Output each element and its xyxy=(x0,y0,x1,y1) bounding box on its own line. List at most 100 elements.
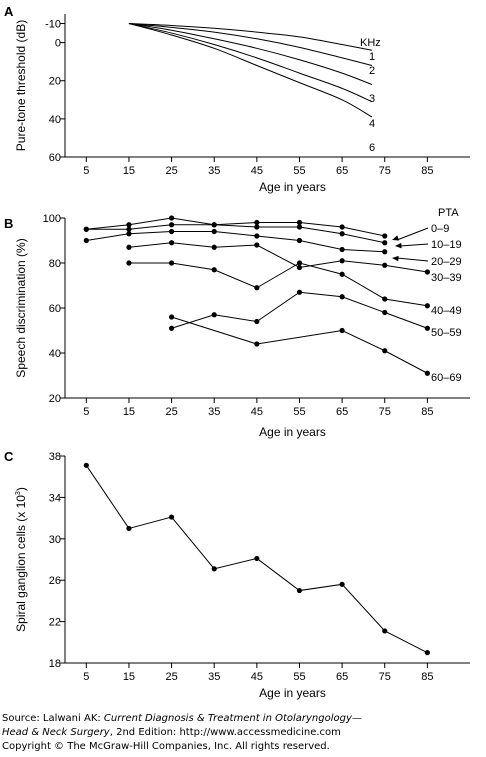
series-line xyxy=(128,23,373,66)
y-tick-label: 38 xyxy=(49,451,61,463)
source-credits: Source: Lalwani AK: Current Diagnosis & … xyxy=(2,712,486,754)
data-point xyxy=(211,222,217,228)
x-tick-label: 25 xyxy=(165,671,177,683)
chart-panel-b: B 5 15 25 35 45 55 65 75 85 20 40 60 80 100 Age in year… xyxy=(4,207,470,439)
x-tick-label: 85 xyxy=(421,671,433,683)
series-line xyxy=(86,217,385,237)
data-point xyxy=(339,224,345,230)
data-point xyxy=(382,348,388,354)
pointer-arrow-head xyxy=(395,242,402,249)
x-tick-label: 45 xyxy=(251,165,263,177)
y-axis-title: Speech discrimination (%) xyxy=(14,238,28,377)
data-point xyxy=(126,226,132,232)
x-tick-label: 5 xyxy=(83,165,89,177)
legend-title: KHz xyxy=(360,37,381,49)
series-line xyxy=(86,224,385,244)
chart-panel-a: A 5 15 25 35 45 55 65 75 85 -10 0 20 40 60 Age in years… xyxy=(4,4,470,194)
data-point xyxy=(168,228,175,235)
pointer-arrow-head xyxy=(392,235,399,241)
y-tick-label: 60 xyxy=(49,303,61,315)
data-point xyxy=(83,237,89,244)
y-tick-label: 40 xyxy=(49,348,61,360)
x-tick-label: 65 xyxy=(336,406,348,418)
data-point xyxy=(126,222,132,228)
x-tick-label: 25 xyxy=(165,406,177,418)
pointer-arrow-head xyxy=(392,255,399,262)
data-point xyxy=(339,258,345,264)
series-label: 30–39 xyxy=(431,272,462,284)
y-tick-label: 100 xyxy=(43,213,61,225)
data-point xyxy=(168,314,175,320)
series-label: 3 xyxy=(369,93,375,105)
data-point xyxy=(339,271,345,277)
y-tick-label: 30 xyxy=(49,534,61,546)
data-point xyxy=(382,628,388,634)
data-point xyxy=(424,370,430,376)
x-tick-label: 55 xyxy=(293,165,305,177)
data-point xyxy=(126,525,132,532)
y-tick-label: -10 xyxy=(45,19,61,31)
data-point xyxy=(296,219,303,226)
data-point xyxy=(254,341,260,347)
series-line xyxy=(128,262,428,307)
series-line xyxy=(171,291,428,329)
y-axis-title-text: Speech discrimination (%) xyxy=(14,238,28,377)
data-point xyxy=(382,309,388,316)
series-label: 10–19 xyxy=(431,239,462,251)
data-point xyxy=(211,267,217,273)
y-tick-label: 18 xyxy=(49,658,61,670)
panel-letter: B xyxy=(4,216,13,231)
data-point xyxy=(382,240,388,246)
y-tick-label: 20 xyxy=(49,76,61,88)
series-label: 0–9 xyxy=(431,223,449,235)
data-point xyxy=(254,233,260,239)
data-point xyxy=(168,215,175,221)
x-tick-label: 55 xyxy=(293,671,305,683)
data-point xyxy=(126,244,132,250)
data-point xyxy=(296,224,303,230)
y-tick-label: 80 xyxy=(49,258,61,270)
x-tick-label: 85 xyxy=(421,406,433,418)
x-tick-label: 45 xyxy=(251,671,263,683)
data-point xyxy=(254,219,260,226)
data-point xyxy=(296,260,303,266)
x-tick-label: 65 xyxy=(336,165,348,177)
series-label: 2 xyxy=(369,65,375,77)
x-axis-title: Age in years xyxy=(259,425,326,439)
data-point xyxy=(382,262,388,268)
x-tick-label: 75 xyxy=(379,671,391,683)
y-axis-title-close: ) xyxy=(14,487,28,491)
x-tick-label: 35 xyxy=(208,406,220,418)
data-point xyxy=(382,249,388,255)
y-axis-title: Pure-tone threshold (dB) xyxy=(14,20,28,151)
x-tick-label: 65 xyxy=(336,671,348,683)
x-tick-label: 85 xyxy=(421,165,433,177)
y-tick-label: 20 xyxy=(49,393,61,405)
data-point xyxy=(211,244,217,250)
data-point xyxy=(254,318,260,325)
x-axis-title: Age in years xyxy=(259,180,326,194)
data-point xyxy=(339,231,345,237)
credit-line-3: Copyright © The McGraw-Hill Companies, I… xyxy=(2,741,330,752)
series-line xyxy=(171,316,428,374)
data-point xyxy=(168,325,175,331)
data-point xyxy=(126,231,132,237)
x-tick-label: 75 xyxy=(379,165,391,177)
x-tick-label: 5 xyxy=(83,406,89,418)
series-label: 6 xyxy=(369,142,375,154)
series-line xyxy=(128,23,373,103)
series-line xyxy=(128,23,373,51)
data-point xyxy=(296,237,303,244)
x-tick-label: 5 xyxy=(83,671,89,683)
data-point xyxy=(382,296,388,302)
data-point xyxy=(424,325,430,331)
pointer-arrow-line xyxy=(399,243,429,247)
y-axis-title-text: Spiral ganglion cells (x 10 xyxy=(14,495,28,632)
x-tick-label: 45 xyxy=(251,406,263,418)
series-label: 40–49 xyxy=(431,305,462,317)
data-point xyxy=(382,233,388,239)
data-point xyxy=(254,285,260,291)
series-label: 1 xyxy=(369,51,375,63)
y-tick-label: 40 xyxy=(49,114,61,126)
data-point xyxy=(254,242,260,248)
